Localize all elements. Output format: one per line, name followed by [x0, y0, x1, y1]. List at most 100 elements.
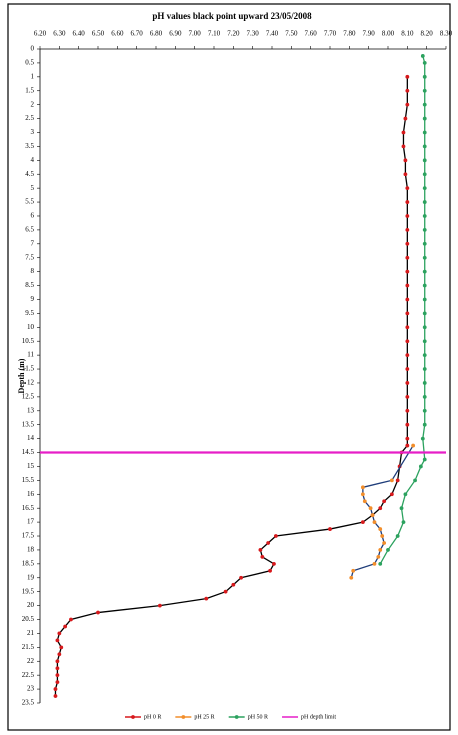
x-tick-label: 7.60: [305, 30, 318, 38]
data-point: [405, 422, 410, 427]
y-tick-label: 2: [31, 100, 35, 108]
data-point: [266, 541, 271, 545]
data-point: [360, 520, 365, 525]
x-tick-label: 6.90: [169, 30, 182, 38]
data-point: [55, 673, 60, 678]
data-point: [401, 520, 406, 525]
y-tick-label: 2.5: [25, 114, 34, 122]
y-tick-label: 23: [27, 685, 35, 693]
data-point: [422, 353, 427, 358]
data-point: [59, 645, 64, 650]
data-point: [422, 325, 427, 330]
legend-marker: [234, 715, 239, 719]
y-tick-label: 10: [27, 323, 35, 331]
x-tick-label: 6.60: [111, 30, 124, 38]
y-tick-label: 3: [31, 128, 35, 136]
data-point: [418, 464, 423, 469]
data-point: [422, 394, 427, 399]
data-point: [405, 367, 410, 371]
y-tick-label: 0.5: [25, 59, 34, 67]
data-point: [422, 422, 427, 427]
data-point: [268, 568, 272, 573]
data-point: [157, 603, 162, 608]
y-tick-label: 18: [27, 546, 35, 554]
y-tick-label: 10.5: [22, 337, 35, 345]
y-tick-label: 12: [27, 379, 35, 387]
y-tick-label: 23.5: [22, 699, 35, 707]
data-point: [405, 255, 410, 260]
data-point: [349, 575, 354, 580]
data-point: [422, 74, 427, 79]
data-point: [328, 527, 332, 531]
data-point: [273, 534, 278, 538]
data-point: [422, 311, 427, 316]
x-tick-label: 6.40: [73, 30, 86, 38]
chart-title: pH values black point upward 23/05/2008: [152, 11, 312, 21]
y-tick-label: 19.5: [22, 587, 35, 595]
x-tick-label: 8.20: [421, 30, 434, 38]
y-tick-label: 21: [27, 629, 35, 637]
data-point: [378, 561, 383, 566]
data-point: [422, 61, 427, 65]
y-tick-label: 11: [27, 351, 34, 359]
data-point: [422, 172, 427, 177]
x-tick-label: 6.30: [53, 30, 66, 38]
data-point: [403, 158, 408, 163]
x-tick-label: 8.00: [382, 30, 395, 38]
data-point: [403, 172, 408, 177]
data-point: [405, 227, 410, 232]
data-point: [57, 631, 62, 636]
data-point: [405, 311, 410, 316]
data-point: [405, 200, 410, 204]
y-tick-label: 13.5: [22, 420, 35, 428]
data-point: [405, 74, 410, 79]
x-tick-label: 7.20: [227, 30, 240, 38]
data-point: [405, 325, 410, 330]
data-point: [422, 186, 427, 191]
x-tick-label: 8.10: [401, 30, 414, 38]
data-point: [422, 130, 427, 135]
data-point: [258, 548, 263, 552]
data-point: [372, 561, 377, 566]
x-tick-label: 7.10: [208, 30, 221, 38]
data-point: [413, 478, 417, 483]
data-point: [422, 116, 427, 121]
data-point: [405, 102, 410, 107]
data-point: [405, 408, 410, 413]
data-point: [405, 381, 410, 385]
data-point: [422, 283, 427, 288]
legend-marker: [181, 715, 186, 719]
data-point: [405, 339, 410, 344]
legend-label: pH depth limit: [301, 714, 336, 720]
data-point: [53, 687, 58, 691]
data-point: [395, 534, 400, 538]
x-tick-label: 6.50: [92, 30, 105, 38]
y-tick-label: 9.5: [25, 309, 34, 317]
data-point: [204, 596, 209, 601]
data-point: [378, 548, 383, 552]
y-tick-label: 0: [31, 45, 35, 53]
legend-marker: [131, 715, 135, 719]
series-line: [350, 445, 414, 578]
data-point: [405, 214, 410, 218]
data-point: [422, 102, 427, 107]
data-point: [380, 534, 385, 538]
x-tick-label: 8.30: [440, 30, 453, 38]
data-point: [368, 506, 373, 511]
data-point: [411, 443, 416, 448]
y-tick-label: 13: [27, 406, 35, 414]
data-point: [223, 589, 228, 594]
data-point: [420, 54, 425, 58]
data-point: [231, 582, 236, 587]
data-point: [422, 339, 427, 344]
y-tick-label: 20.5: [22, 615, 35, 623]
data-point: [63, 624, 68, 629]
y-tick-label: 3.5: [25, 142, 34, 150]
data-point: [422, 367, 427, 371]
data-point: [405, 353, 410, 358]
data-point: [382, 541, 387, 545]
data-point: [405, 283, 410, 288]
y-tick-label: 22.5: [22, 671, 35, 679]
data-point: [422, 255, 427, 260]
data-point: [405, 394, 410, 399]
